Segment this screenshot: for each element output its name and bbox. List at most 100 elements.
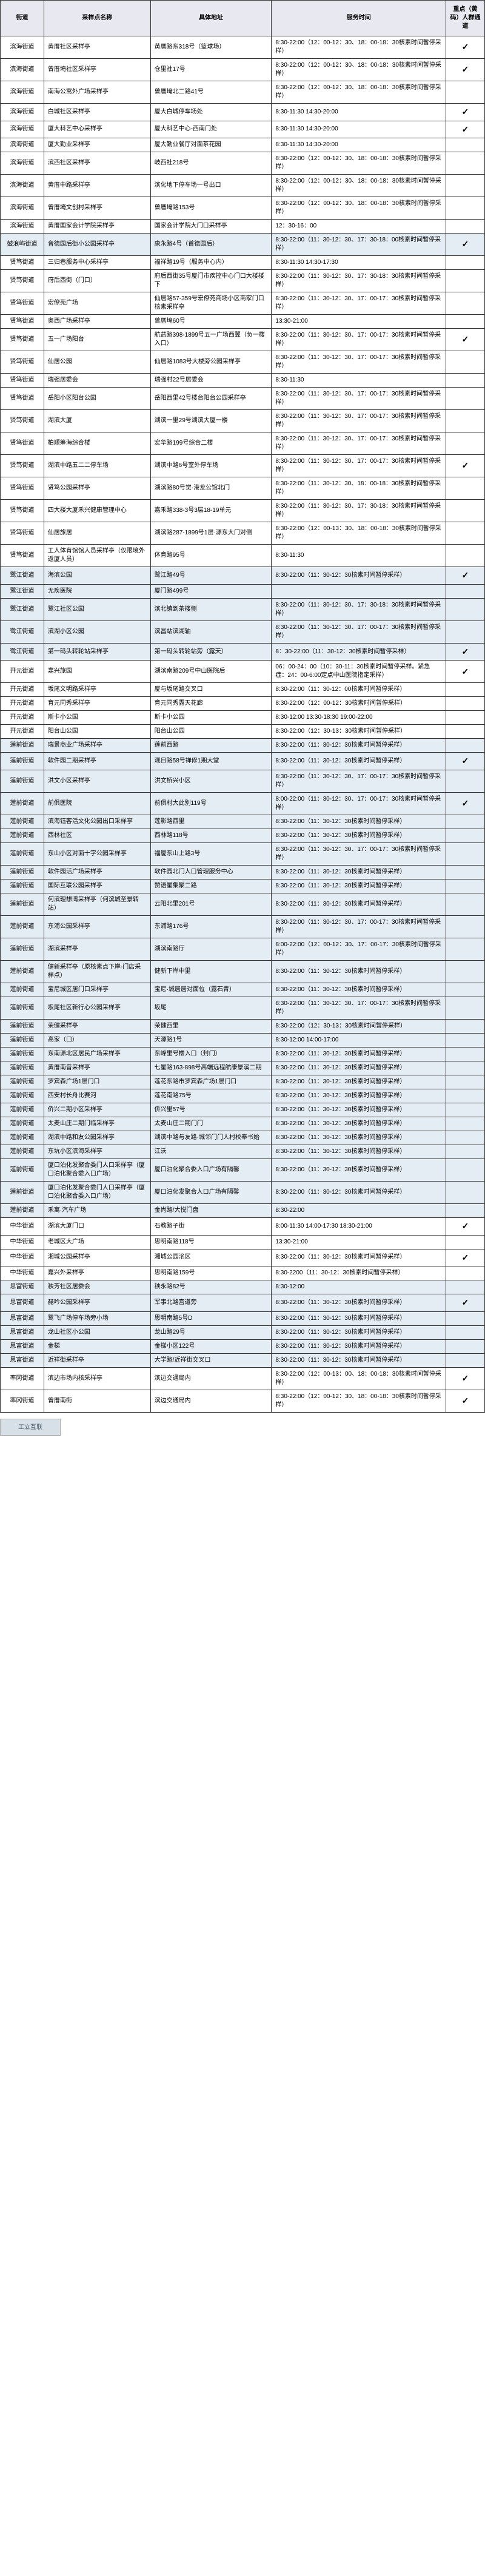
cell-name: 仙居旅居 <box>44 522 150 545</box>
cell-address: 洪文桥兴小区 <box>150 770 272 792</box>
cell-name: 侨兴二期小区采样亭 <box>44 1103 150 1117</box>
cell-time: 8:30-22:00（11：30-12：30核素时间暂停采样） <box>272 829 446 842</box>
cell-address: 航益路398-1899号五一广场西翼（负一楼入口） <box>150 329 272 351</box>
cell-street: 滨海街道 <box>1 59 44 81</box>
table-row: 莲前街道西安村长舟比赛河莲花南路75号8:30-22:00（11：30-12：3… <box>1 1089 485 1103</box>
cell-time: 8:30-22:00（11：30-12：30、17：00-17：30核素时间暂停… <box>272 388 446 410</box>
cell-name: 湖滨中路五二二停车场 <box>44 455 150 477</box>
cell-name: 白城社区采样亭 <box>44 104 150 121</box>
cell-time: 8:30-22:00（11：30-12：30核素时间暂停采样） <box>272 753 446 770</box>
cell-address: 岐西社218号 <box>150 152 272 175</box>
cell-priority-flag <box>446 915 485 938</box>
cell-time: 8:30-22:00（11：30-12：30核素时间暂停采样） <box>272 739 446 753</box>
cell-time: 8:30-22:00（12：00-12：30、18：00-18：30核素时间暂停… <box>272 81 446 104</box>
cell-street: 莲前街道 <box>1 815 44 829</box>
cell-name: 海滨公园 <box>44 567 150 585</box>
cell-name: 厦大科艺中心采样亭 <box>44 121 150 138</box>
cell-address: 厦大勤业餐厅对面茶花园 <box>150 138 272 152</box>
cell-priority-flag: ✓ <box>446 455 485 477</box>
cell-priority-flag <box>446 815 485 829</box>
cell-street: 滨海街道 <box>1 197 44 220</box>
cell-priority-flag <box>446 1061 485 1075</box>
cell-street: 莲前街道 <box>1 1145 44 1159</box>
cell-name: 瑞景商业广场采样亭 <box>44 739 150 753</box>
table-row: 贤笃街道仙居公园仙居路1083号大楼旁公园采样亭8:30-22:00（11：30… <box>1 351 485 374</box>
cell-name: 奥西广场采样亭 <box>44 315 150 329</box>
cell-address: 健新下岸中里 <box>150 960 272 983</box>
cell-time: 8:00-22:00（11：30-12：30、17：00-17：30核素时间暂停… <box>272 792 446 815</box>
cell-time: 8:30-22:00（11：30-12：30、17：00-17：30核素时间暂停… <box>272 620 446 643</box>
table-row: 滨海街道黄厝社区采样亭黄厝路东318号（篮球场）8:30-22:00（12：00… <box>1 36 485 59</box>
cell-priority-flag: ✓ <box>446 329 485 351</box>
cell-priority-flag <box>446 1280 485 1294</box>
cell-priority-flag <box>446 938 485 960</box>
cell-time: 12：30-16：00 <box>272 220 446 234</box>
cell-priority-flag <box>446 1203 485 1217</box>
cell-street: 思富街道 <box>1 1353 44 1367</box>
cell-priority-flag <box>446 500 485 522</box>
cell-priority-flag <box>446 1159 485 1181</box>
cell-street: 滨海街道 <box>1 36 44 59</box>
cell-name: 禾寓·汽车广场 <box>44 1203 150 1217</box>
table-row: 开元街道阳台山公园阳台山公园8:30-22:00（12：30-13：30核素时间… <box>1 725 485 739</box>
cell-priority-flag: ✓ <box>446 121 485 138</box>
table-row: 莲前街道东南源北区居民广场采样亭东峰里号楼入口（封门）8:30-22:00（11… <box>1 1047 485 1061</box>
cell-name: 宏僚苑广场 <box>44 292 150 315</box>
cell-name: 柏顺筹海综合楼 <box>44 432 150 455</box>
cell-priority-flag <box>446 388 485 410</box>
cell-address: 府后西街35号厦门市疾控中心门口大楼楼下 <box>150 270 272 292</box>
cell-name: 湖滨采样亭 <box>44 938 150 960</box>
cell-name: 软件园活广场采样亭 <box>44 865 150 879</box>
cell-street: 莲前街道 <box>1 1117 44 1131</box>
cell-address: 前俱村大此别119号 <box>150 792 272 815</box>
cell-time: 8:30-11:30 <box>272 374 446 388</box>
cell-street: 莲前街道 <box>1 739 44 753</box>
cell-time: 8:30-22:00（11：30-12：30、17：00-17：30核素时间暂停… <box>272 292 446 315</box>
cell-time: 8:30-22:00（11：30-12：30核素时间暂停采样） <box>272 1089 446 1103</box>
cell-address: 太麦山庄二期门门 <box>150 1117 272 1131</box>
cell-address: 福祥路19号（服务中心内） <box>150 256 272 270</box>
table-row: 莲前街道罗宾森广场1层门口莲花东路市罗宾森广场1层门口8:30-22:00（11… <box>1 1075 485 1089</box>
cell-time: 8:30-22:00（11：30-12：30核素时间暂停采样） <box>272 1181 446 1203</box>
cell-name: 滨西社区采样亭 <box>44 152 150 175</box>
cell-priority-flag <box>446 1266 485 1280</box>
header-time: 服务时间 <box>272 1 446 36</box>
header-addr: 具体地址 <box>150 1 272 36</box>
footer-logo: 工立互联 <box>0 1419 61 1436</box>
table-row: 贤笃街道瑞强居委会瑞强村22号居委会8:30-11:30 <box>1 374 485 388</box>
cell-time: 8:30-22:00（12：00-12：30、18：00-18：30核素时间暂停… <box>272 59 446 81</box>
cell-priority-flag: ✓ <box>446 643 485 661</box>
table-row: 莲前街道黄厝南音采样亭七星路163-898号高端远程航康景溪二期8:30-22:… <box>1 1061 485 1075</box>
cell-time: 8:30-22:00（11：30-12：30、18：00-18：30核素时间暂停… <box>272 477 446 500</box>
table-row: 贤笃街道贤笃公园采样亭湖滨路80号觉·港龙公馆北门8:30-22:00（11：3… <box>1 477 485 500</box>
cell-address: 厦与坂尾路交叉口 <box>150 683 272 697</box>
table-row: 开元街道坂尾文明路采样亭厦与坂尾路交叉口8:30-22:00（11：30-12：… <box>1 683 485 697</box>
cell-name: 厦口泊化发聚合委门人口采样亭（厦口泊化聚合委入口广场） <box>44 1181 150 1203</box>
cell-name: 育元同秀采样亭 <box>44 697 150 711</box>
table-row: 贤笃街道湖滨大厦湖滨一里29号湖滨大厦一楼8:30-22:00（11：30-12… <box>1 410 485 432</box>
cell-address: 莲前西路 <box>150 739 272 753</box>
table-row: 滨海街道黄厝中路采样亭滨化地下停车场一号出口8:30-22:00（12：00-1… <box>1 175 485 197</box>
cell-name: 洪文小区采样亭 <box>44 770 150 792</box>
cell-priority-flag <box>446 175 485 197</box>
cell-priority-flag <box>446 1019 485 1033</box>
cell-name: 琵吟公园采样亭 <box>44 1294 150 1312</box>
cell-priority-flag <box>446 1339 485 1353</box>
cell-time: 8:30-22:00（11：30-12：30核素时间暂停采样） <box>272 1294 446 1312</box>
sampling-points-table-body: 滨海街道黄厝社区采样亭黄厝路东318号（篮球场）8:30-22:00（12：00… <box>1 36 485 1413</box>
table-row: 鹭江街道第一码头转轮站采样亭第一码头转轮站旁（露天）8：30-22:00（11：… <box>1 643 485 661</box>
cell-address: 坂尾 <box>150 997 272 1019</box>
cell-name: 坂尾文明路采样亭 <box>44 683 150 697</box>
cell-address: 荣健西里 <box>150 1019 272 1033</box>
cell-name: 阳台山公园 <box>44 725 150 739</box>
cell-priority-flag <box>446 1117 485 1131</box>
cell-time: 8:30-22:00（11：30-12：30、17：00-17：30核素时间暂停… <box>272 997 446 1019</box>
table-row: 滨海街道厦大勤业采样亭厦大勤业餐厅对面茶花园8:30-11:30 14:30-2… <box>1 138 485 152</box>
table-row: 贤笃街道岳阳小区阳台公园岳阳西里42号楼台阳台公园采样亭8:30-22:00（1… <box>1 388 485 410</box>
cell-street: 滨海街道 <box>1 81 44 104</box>
cell-name: 健新采样亭（原核素点下岸-门店采样点） <box>44 960 150 983</box>
cell-address: 厦口泊化聚合委入口广场有隔馨 <box>150 1159 272 1181</box>
table-row: 滨海街道曾厝埯社区采样亭仓里社17号8:30-22:00（12：00-12：30… <box>1 59 485 81</box>
cell-street: 莲前街道 <box>1 1075 44 1089</box>
cell-street: 莲前街道 <box>1 753 44 770</box>
